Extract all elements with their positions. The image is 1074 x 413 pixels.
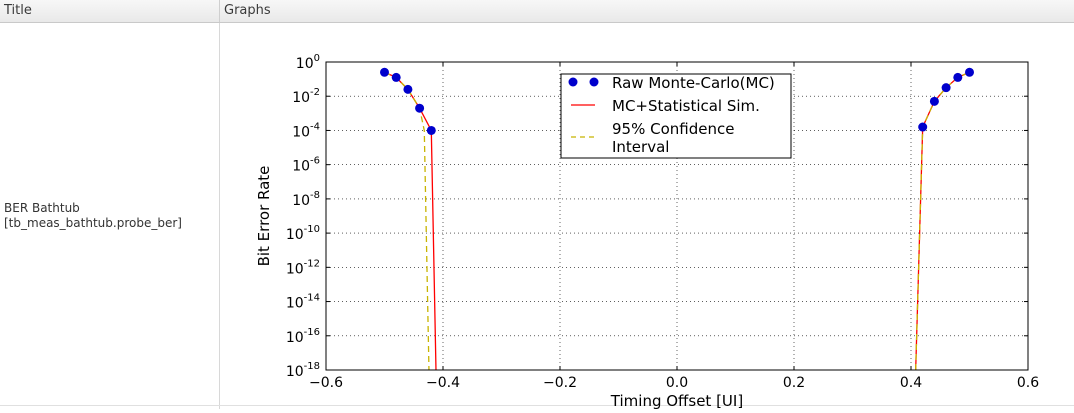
graph-cell: −0.6 −0.4 −0.2 0.0 0.2 0.4 0.6 100 10-2 10-4 10-6 1… (220, 23, 1074, 410)
chart-points (380, 67, 974, 135)
mc-point (415, 103, 425, 113)
legend-label-ci-line1: 95% Confidence (612, 120, 734, 138)
y-tick-label: 10-10 (286, 224, 320, 243)
legend-marker-mc (589, 77, 599, 87)
legend-box (560, 73, 792, 159)
mc-point (941, 83, 951, 93)
y-tick-label: 100 (296, 53, 320, 72)
row-divider (0, 405, 1074, 406)
mc-point (965, 67, 974, 77)
y-axis-label: Bit Error Rate (255, 166, 273, 267)
row-title-probe: [tb_meas_bathtub.probe_ber] (4, 216, 182, 230)
y-tick-label: 10-18 (286, 361, 320, 380)
y-tick-label: 10-8 (292, 190, 320, 209)
column-header-graphs[interactable]: Graphs (224, 3, 271, 18)
x-tick-label: −0.6 (309, 375, 343, 391)
column-divider (219, 23, 220, 409)
confidence-interval-line (915, 71, 970, 371)
y-tick-label: 10-4 (292, 121, 320, 140)
legend-label-ci-line2: Interval (612, 138, 669, 156)
y-tick-label: 10-6 (292, 156, 320, 175)
mc-point (380, 67, 389, 77)
chart-grid (326, 62, 1028, 370)
mc-point (391, 72, 401, 82)
row-title: BER Bathtub [tb_meas_bathtub.probe_ber] (4, 201, 216, 231)
mc-point (403, 84, 413, 94)
x-tick-label: −0.2 (543, 375, 577, 391)
legend-label-stat: MC+Statistical Sim. (612, 97, 760, 115)
mc-point (929, 96, 939, 106)
ber-bathtub-chart: −0.6 −0.4 −0.2 0.0 0.2 0.4 0.6 100 10-2 10-4 10-6 1… (255, 53, 1039, 410)
x-axis-label: Timing Offset [UI] (610, 392, 743, 409)
x-tick-label: 0.6 (1017, 375, 1039, 391)
x-tick-label: 0.0 (666, 375, 688, 391)
x-tick-label: 0.2 (783, 375, 805, 391)
mc-point (918, 122, 928, 132)
statistical-sim-line (384, 71, 437, 371)
y-tick-label: 10-14 (286, 293, 320, 312)
column-header-title[interactable]: Title (0, 0, 220, 22)
mc-point (426, 125, 436, 135)
statistical-sim-line (915, 71, 970, 371)
y-tick-label: 10-2 (292, 87, 320, 106)
x-tick-label: −0.4 (426, 375, 460, 391)
confidence-interval-line (384, 71, 430, 371)
mc-point (953, 72, 963, 82)
x-tick-label: 0.4 (900, 375, 922, 391)
legend-marker-mc (568, 77, 578, 87)
legend-label-mc: Raw Monte-Carlo(MC) (612, 74, 775, 92)
chart-legend: Raw Monte-Carlo(MC) MC+Statistical Sim. … (560, 73, 792, 159)
chart-ticks: −0.6 −0.4 −0.2 0.0 0.2 0.4 0.6 100 10-2 10-4 10-6 1… (286, 53, 1039, 391)
row-title-name: BER Bathtub (4, 201, 80, 215)
y-tick-label: 10-12 (286, 258, 320, 277)
y-tick-label: 10-16 (286, 327, 320, 346)
table-header: Title Graphs (0, 0, 1074, 23)
